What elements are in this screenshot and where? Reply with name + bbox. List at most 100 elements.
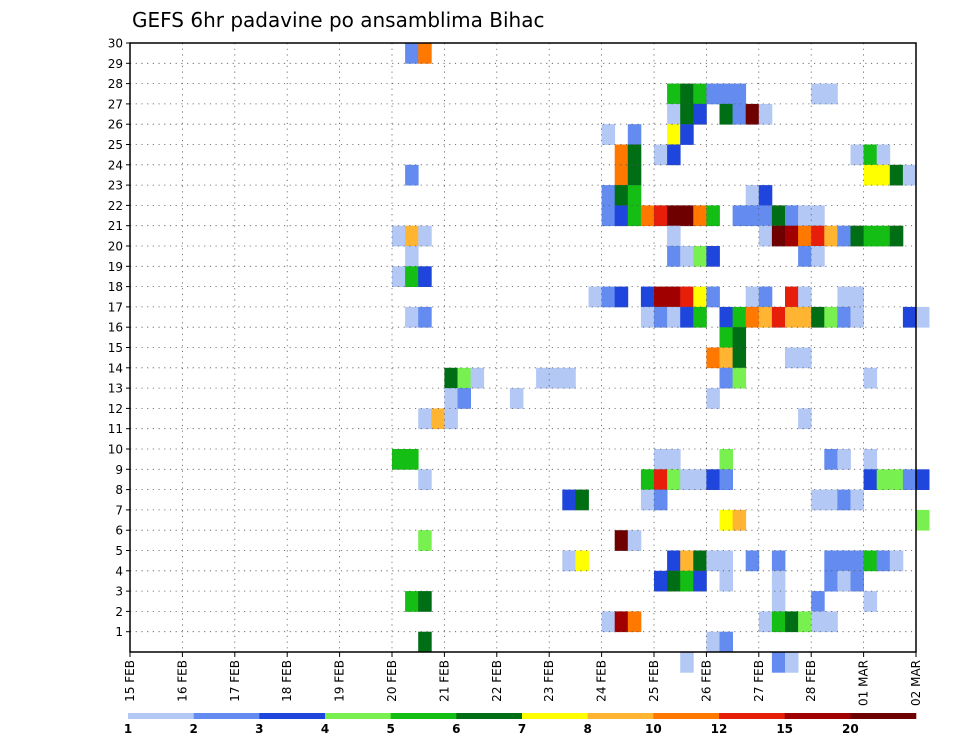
precip-cell xyxy=(614,611,629,633)
precip-cell xyxy=(863,225,878,247)
precip-cell xyxy=(771,570,786,592)
colorbar-label: 1 xyxy=(124,722,132,736)
colorbar-swatch xyxy=(850,713,917,719)
x-tick-label: 21 FEB xyxy=(437,660,451,702)
precip-cell xyxy=(876,144,891,166)
y-tick-label: 19 xyxy=(108,260,123,274)
y-tick-label: 21 xyxy=(108,219,123,233)
precip-cell xyxy=(719,631,733,653)
precip-cell xyxy=(758,225,773,247)
y-tick-label: 15 xyxy=(108,341,123,355)
precip-cell xyxy=(824,449,838,470)
precip-cell xyxy=(837,449,851,470)
colorbar-label: 5 xyxy=(386,722,394,736)
precip-cell xyxy=(863,591,878,612)
precip-cell xyxy=(654,144,668,166)
precip-cell xyxy=(863,164,878,186)
y-tick-label: 4 xyxy=(115,564,123,578)
precip-cell xyxy=(811,489,825,511)
precip-cell xyxy=(667,83,681,105)
precip-cell xyxy=(863,449,878,470)
y-tick-label: 6 xyxy=(115,524,123,538)
precip-cell xyxy=(850,489,864,511)
precip-cell xyxy=(667,144,681,166)
precip-cell xyxy=(667,550,681,572)
precip-cell xyxy=(457,367,471,389)
precip-cell xyxy=(889,225,904,247)
y-tick-label: 27 xyxy=(108,97,123,111)
precip-cell xyxy=(693,286,707,308)
precip-cell xyxy=(405,266,419,287)
precip-cell xyxy=(693,103,707,125)
precip-cell xyxy=(614,185,629,206)
colorbar-swatch xyxy=(390,713,457,719)
precip-cell xyxy=(850,306,864,328)
colorbar-swatch xyxy=(259,713,326,719)
precip-cell xyxy=(824,306,838,328)
precip-cell xyxy=(667,449,681,470)
colorbar-label: 12 xyxy=(711,722,728,736)
colorbar-swatch xyxy=(587,713,654,719)
precip-cell xyxy=(837,306,851,328)
precip-cell xyxy=(509,388,524,409)
y-tick-label: 10 xyxy=(108,443,123,457)
precip-cell xyxy=(601,286,616,308)
precip-cell xyxy=(785,286,799,308)
precip-cell xyxy=(418,408,432,430)
precip-cell xyxy=(824,570,838,592)
precip-cell xyxy=(837,286,851,308)
precip-cell xyxy=(719,306,733,328)
x-tick-label: 19 FEB xyxy=(333,660,347,702)
precip-cell xyxy=(667,246,681,267)
y-tick-label: 9 xyxy=(115,463,123,477)
precip-cell xyxy=(824,489,838,511)
precip-cell xyxy=(824,611,838,633)
precip-cell xyxy=(640,489,655,511)
precip-cell xyxy=(745,185,760,206)
y-tick-label: 17 xyxy=(108,300,123,314)
precip-cell xyxy=(798,246,812,267)
precip-cell xyxy=(863,144,878,166)
precip-cell xyxy=(601,205,616,227)
precip-cell xyxy=(889,469,904,490)
y-tick-label: 2 xyxy=(115,605,123,619)
colorbar-label: 7 xyxy=(518,722,526,736)
precip-cell xyxy=(693,306,707,328)
precip-cell xyxy=(418,43,432,64)
precip-cell xyxy=(837,225,851,247)
x-tick-label: 24 FEB xyxy=(595,660,609,702)
y-tick-label: 28 xyxy=(108,77,123,91)
precip-cell xyxy=(876,550,891,572)
precip-cell xyxy=(706,286,720,308)
colorbar-label: 6 xyxy=(452,722,460,736)
precip-cell xyxy=(667,103,681,125)
precip-cell xyxy=(680,286,694,308)
precip-cell xyxy=(719,327,733,348)
precip-cell xyxy=(405,246,419,267)
y-tick-label: 23 xyxy=(108,179,123,193)
precip-cell xyxy=(654,449,668,470)
precip-cell xyxy=(798,286,812,308)
precip-cell xyxy=(640,205,655,227)
precip-cell xyxy=(837,570,851,592)
precip-cell xyxy=(785,205,799,227)
precip-cell xyxy=(706,246,720,267)
precip-cell xyxy=(706,469,720,490)
y-tick-label: 3 xyxy=(115,585,123,599)
colorbar-swatch xyxy=(193,713,260,719)
precip-cell xyxy=(457,388,471,409)
precip-cell xyxy=(470,367,485,389)
y-axis-member-labels: 1234567891011121314151617181920212223242… xyxy=(108,37,130,639)
precip-cell xyxy=(444,388,458,409)
precip-cell xyxy=(405,449,419,470)
precip-cell xyxy=(627,205,642,227)
precip-cell xyxy=(811,306,825,328)
precip-cell xyxy=(549,367,563,389)
precip-cell xyxy=(667,469,681,490)
precip-cell xyxy=(863,550,878,572)
x-tick-label: 26 FEB xyxy=(699,660,713,702)
colorbar-label: 8 xyxy=(583,722,591,736)
colorbar-label: 15 xyxy=(776,722,793,736)
precip-cell xyxy=(680,124,694,145)
precip-cell xyxy=(680,652,694,673)
